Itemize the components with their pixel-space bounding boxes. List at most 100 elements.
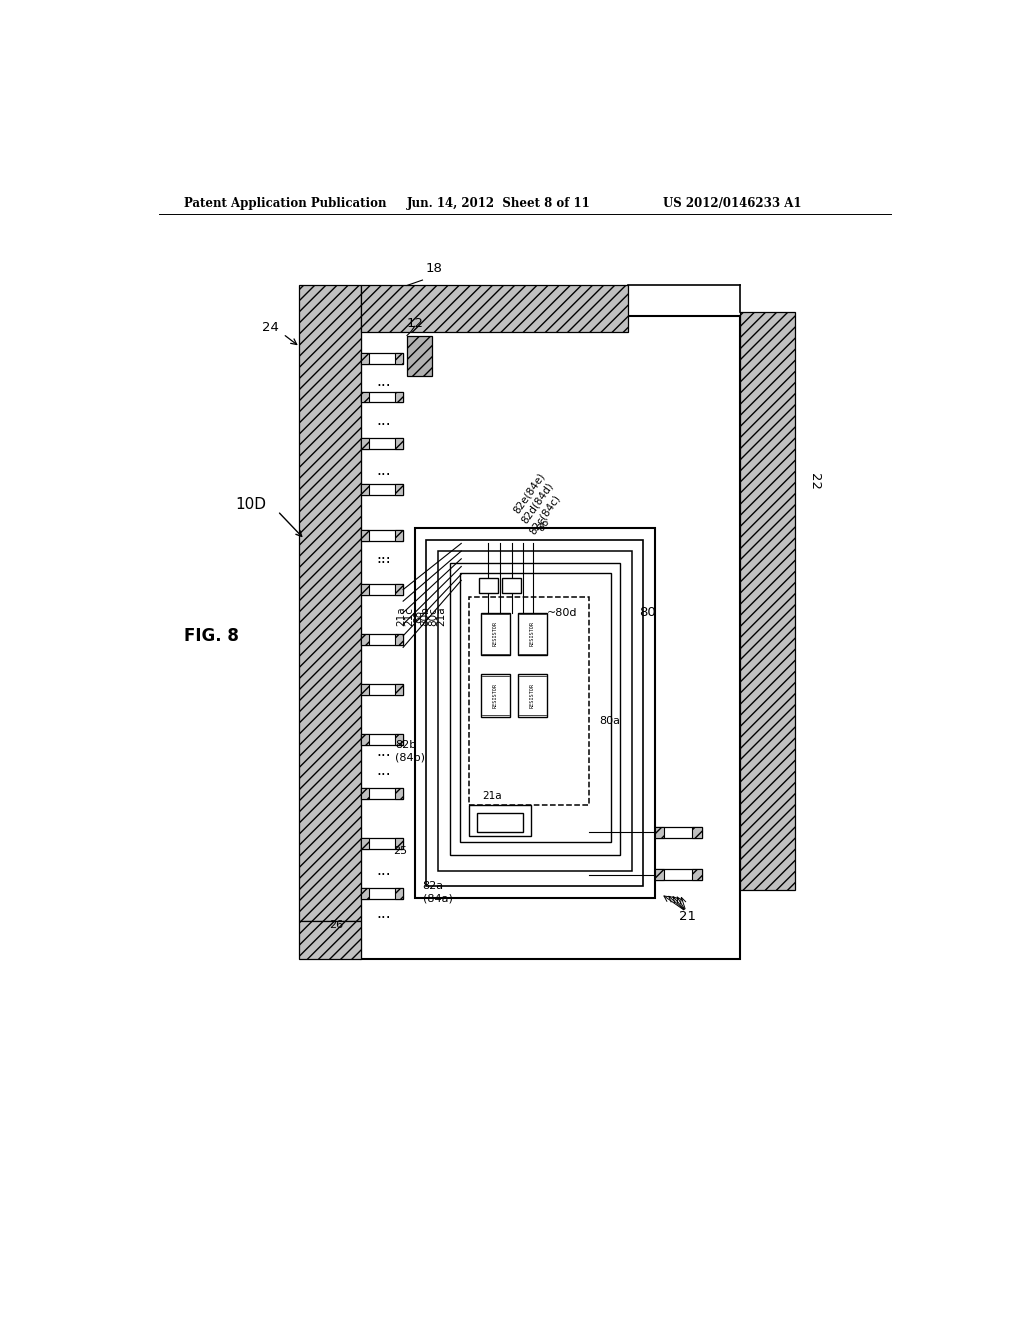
Text: ...: ... — [377, 552, 391, 566]
Text: 21: 21 — [679, 911, 696, 924]
Bar — [394, 585, 403, 595]
Bar — [360, 734, 403, 744]
Text: (84a): (84a) — [423, 894, 453, 903]
Bar — [394, 392, 403, 403]
Bar — [360, 585, 369, 595]
Bar — [394, 788, 403, 799]
Text: 21a: 21a — [396, 607, 407, 627]
Text: Patent Application Publication: Patent Application Publication — [183, 197, 386, 210]
Text: 80b: 80b — [421, 607, 431, 627]
Bar — [299, 921, 360, 960]
Bar — [394, 484, 403, 495]
Bar — [477, 813, 523, 832]
Bar — [360, 838, 403, 849]
Bar — [460, 573, 611, 842]
Text: 80c: 80c — [428, 607, 438, 626]
Bar — [360, 585, 403, 595]
Bar — [655, 869, 701, 880]
Bar — [360, 438, 403, 449]
Bar — [394, 531, 403, 541]
Bar — [415, 528, 655, 898]
Bar — [360, 888, 369, 899]
Text: 82d(84d): 82d(84d) — [519, 480, 555, 525]
Bar — [394, 354, 403, 364]
Bar — [360, 684, 369, 696]
Bar — [518, 675, 547, 717]
Text: 82e(84e): 82e(84e) — [512, 471, 547, 516]
Bar — [480, 612, 510, 655]
Bar — [360, 531, 369, 541]
Text: 21c: 21c — [404, 607, 415, 626]
Text: 80: 80 — [639, 606, 655, 619]
Bar — [360, 354, 369, 364]
Bar — [360, 838, 369, 849]
Text: RESISTOR: RESISTOR — [493, 682, 498, 708]
Bar — [360, 788, 403, 799]
Text: 26: 26 — [329, 920, 343, 929]
Bar — [479, 578, 499, 594]
Bar — [394, 635, 403, 645]
Text: RESISTOR: RESISTOR — [530, 622, 536, 647]
Text: ...: ... — [377, 413, 391, 428]
Bar — [480, 675, 510, 717]
Bar — [692, 826, 701, 838]
Bar — [655, 826, 701, 838]
Text: FIG. 8: FIG. 8 — [184, 627, 240, 644]
Text: RESISTOR: RESISTOR — [493, 622, 498, 647]
Bar — [360, 392, 369, 403]
Bar — [360, 285, 628, 331]
Bar — [692, 869, 701, 880]
Text: ...: ... — [377, 463, 391, 478]
Bar — [360, 635, 369, 645]
Bar — [426, 540, 643, 886]
Bar — [360, 734, 369, 744]
Text: (84b): (84b) — [395, 752, 425, 763]
Text: RESISTOR: RESISTOR — [530, 682, 536, 708]
Bar — [360, 438, 369, 449]
Bar — [360, 788, 369, 799]
Text: 21a: 21a — [482, 791, 502, 801]
Text: 18: 18 — [426, 263, 442, 276]
Text: 22: 22 — [809, 474, 821, 490]
Text: ...: ... — [377, 906, 391, 920]
Text: 82c(84c): 82c(84c) — [527, 492, 562, 536]
Bar — [394, 438, 403, 449]
Bar — [518, 612, 547, 655]
Bar — [450, 562, 621, 855]
Text: Jun. 14, 2012  Sheet 8 of 11: Jun. 14, 2012 Sheet 8 of 11 — [407, 197, 591, 210]
Text: 24: 24 — [262, 321, 280, 334]
Text: 12: 12 — [407, 317, 424, 330]
Text: ...: ... — [377, 374, 391, 389]
Bar — [469, 805, 531, 836]
Bar — [360, 531, 403, 541]
Bar — [360, 354, 403, 364]
Bar — [469, 597, 589, 805]
Bar — [360, 317, 740, 960]
Bar — [502, 578, 521, 594]
Bar — [360, 484, 403, 495]
Text: ...: ... — [377, 763, 391, 777]
Text: 10D: 10D — [234, 498, 266, 512]
Bar — [740, 313, 795, 890]
Text: 88: 88 — [413, 610, 423, 623]
Text: 80a: 80a — [599, 715, 621, 726]
Bar — [407, 335, 432, 376]
Text: ...: ... — [377, 548, 391, 562]
Text: US 2012/0146233 A1: US 2012/0146233 A1 — [663, 197, 801, 210]
Bar — [394, 734, 403, 744]
Text: ...: ... — [377, 863, 391, 878]
Text: ~80d: ~80d — [547, 607, 577, 618]
Text: 82a: 82a — [423, 880, 443, 891]
Text: ...: ... — [377, 743, 391, 759]
Bar — [394, 888, 403, 899]
Text: 82b: 82b — [395, 741, 417, 750]
Bar — [360, 888, 403, 899]
Bar — [438, 552, 632, 871]
Text: 86: 86 — [536, 516, 552, 533]
Bar — [394, 838, 403, 849]
Text: 25: 25 — [393, 846, 408, 857]
Bar — [655, 826, 665, 838]
Bar — [394, 684, 403, 696]
Bar — [360, 635, 403, 645]
Bar — [360, 684, 403, 696]
